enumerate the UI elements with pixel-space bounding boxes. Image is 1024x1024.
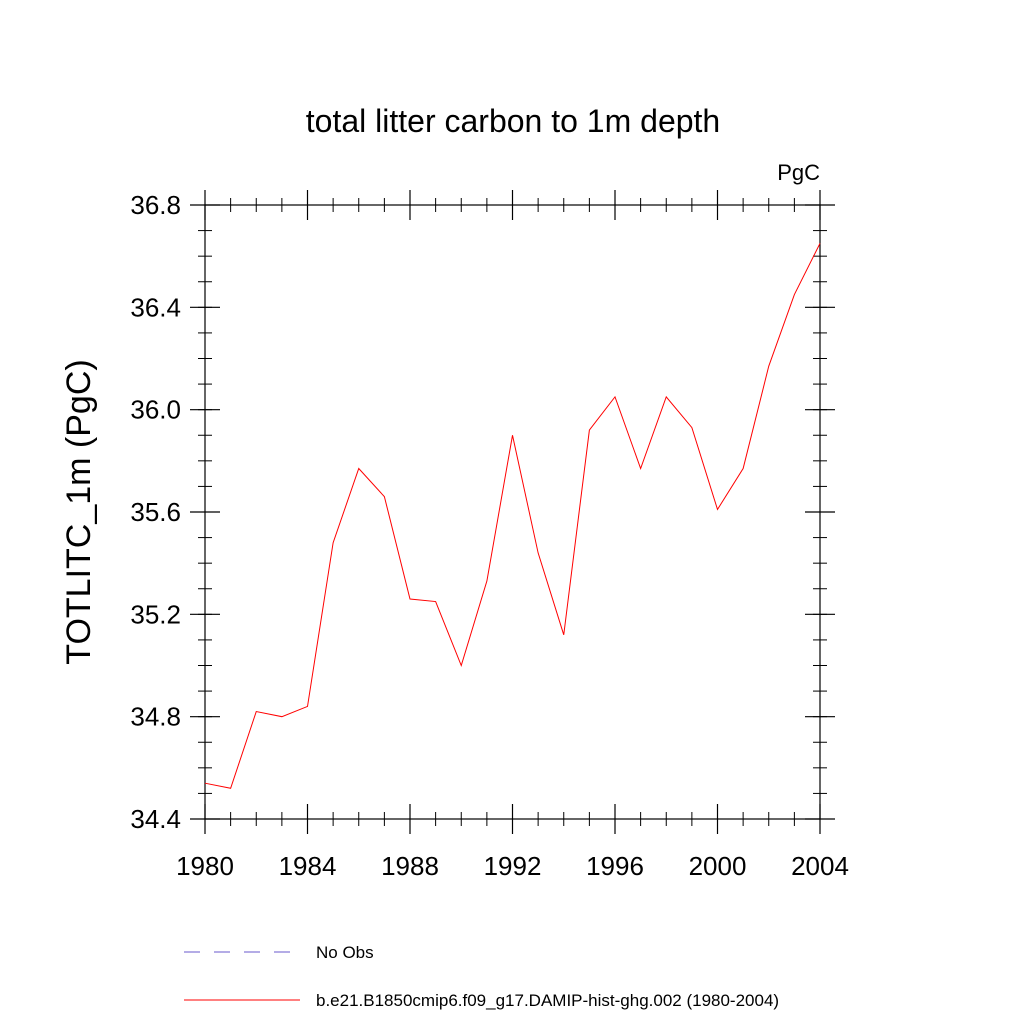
- y-tick-label: 34.4: [130, 804, 181, 834]
- x-tick-labels: 1980 1984 1988 1992 1996 2000 2004: [176, 851, 849, 881]
- y-axis-label: TOTLITC_1m (PgC): [60, 359, 98, 664]
- x-tick-label: 1984: [279, 851, 337, 881]
- y-tick-labels: 34.4 34.8 35.2 35.6 36.0 36.4 36.8: [130, 190, 181, 834]
- series-line: [204, 243, 821, 789]
- y-tick-label: 36.4: [130, 292, 181, 322]
- x-tick-label: 1996: [586, 851, 644, 881]
- y-major-ticks: [190, 204, 835, 820]
- x-tick-label: 2000: [689, 851, 747, 881]
- legend: No Obs b.e21.B1850cmip6.f09_g17.DAMIP-his…: [184, 943, 779, 1010]
- legend-label: b.e21.B1850cmip6.f09_g17.DAMIP-hist-ghg.…: [316, 991, 779, 1010]
- y-tick-label: 34.8: [130, 702, 181, 732]
- legend-label: No Obs: [316, 943, 374, 962]
- x-tick-label: 1980: [176, 851, 234, 881]
- x-minor-ticks: [204, 198, 821, 826]
- y-tick-label: 36.8: [130, 190, 181, 220]
- plot-frame: [204, 204, 821, 820]
- x-tick-label: 1992: [484, 851, 542, 881]
- x-major-ticks: [204, 190, 821, 834]
- x-tick-label: 1988: [381, 851, 439, 881]
- x-tick-label: 2004: [791, 851, 849, 881]
- y-tick-label: 36.0: [130, 395, 181, 425]
- y-tick-label: 35.6: [130, 497, 181, 527]
- series-layer: [204, 243, 821, 789]
- units-label: PgC: [777, 160, 820, 185]
- y-minor-ticks: [198, 204, 827, 820]
- chart-title: total litter carbon to 1m depth: [306, 103, 720, 139]
- y-tick-label: 35.2: [130, 599, 181, 629]
